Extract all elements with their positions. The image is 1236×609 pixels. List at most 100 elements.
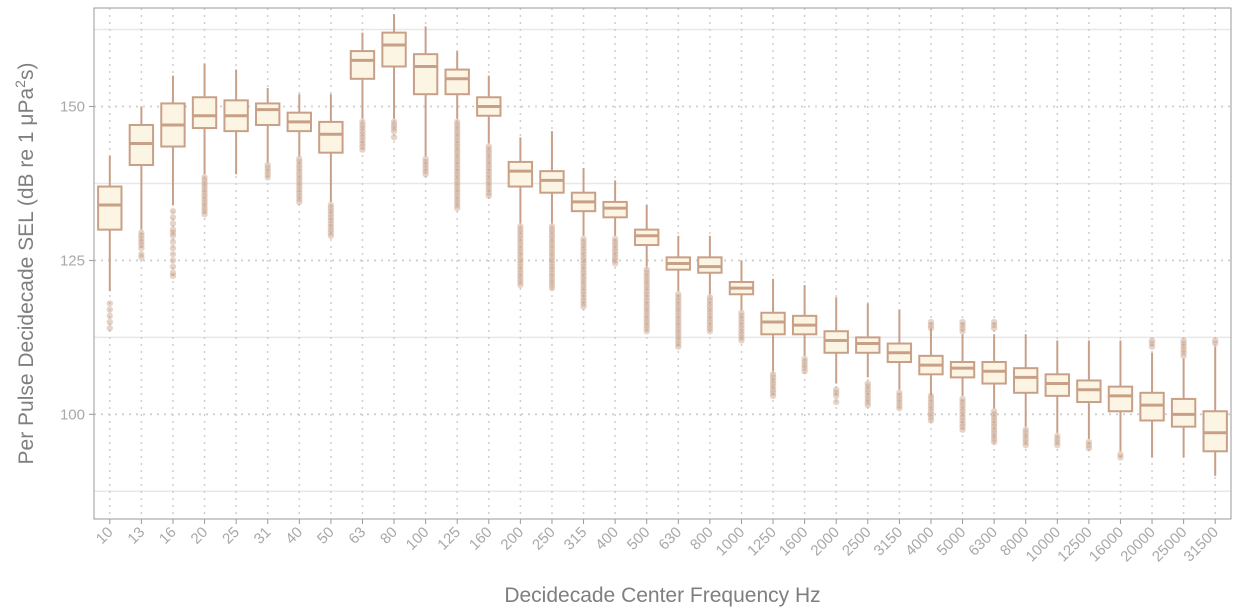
outlier-point — [201, 189, 208, 196]
outlier-point — [959, 398, 966, 406]
outlier-point — [296, 198, 303, 206]
box-iqr — [1139, 391, 1165, 422]
outlier-point — [454, 189, 461, 196]
outlier-point — [959, 426, 966, 433]
outlier-point — [959, 423, 966, 430]
outlier-point — [1117, 454, 1124, 461]
outlier-point — [454, 167, 461, 175]
outlier-point — [485, 186, 492, 193]
outlier-point — [990, 321, 998, 329]
outlier-point — [643, 266, 650, 273]
outlier-point — [454, 131, 461, 138]
outlier-point — [517, 247, 524, 255]
outlier-point — [706, 300, 714, 307]
outlier-point — [454, 155, 461, 163]
box-iqr — [412, 53, 439, 96]
outlier-point — [675, 303, 682, 310]
box-iqr — [760, 311, 786, 336]
outlier-point — [801, 355, 808, 363]
outlier-point — [296, 195, 303, 203]
outlier-point — [833, 392, 840, 400]
outlier-point — [959, 408, 966, 415]
outlier-point — [580, 300, 587, 307]
outlier-point — [1054, 435, 1061, 443]
box-3150 — [886, 309, 913, 412]
outlier-point — [454, 198, 461, 206]
outlier-point — [675, 315, 682, 323]
outlier-point — [201, 183, 208, 190]
outlier-point — [580, 272, 587, 280]
outlier-point — [959, 328, 966, 335]
outlier-point — [485, 189, 492, 196]
outlier-point — [1148, 340, 1156, 347]
outlier-point — [296, 180, 303, 187]
outlier-point — [485, 183, 492, 190]
outlier-point — [611, 241, 619, 249]
outlier-point — [106, 300, 113, 307]
outlier-point — [454, 140, 461, 147]
outlier-point — [706, 324, 714, 332]
box-iqr — [949, 361, 976, 379]
outlier-point — [485, 152, 492, 159]
outlier-point — [485, 143, 492, 150]
outlier-point — [927, 318, 935, 326]
box-31500 — [1202, 337, 1228, 476]
outlier-point — [706, 303, 714, 310]
outlier-point — [769, 377, 777, 384]
outlier-point — [643, 328, 650, 335]
outlier-point — [548, 229, 556, 236]
box-iqr — [823, 330, 849, 354]
outlier-point — [548, 272, 556, 280]
outlier-point — [738, 318, 745, 326]
outlier-point — [611, 260, 619, 267]
outlier-point — [517, 235, 524, 243]
outlier-point — [201, 195, 208, 203]
outlier-point — [548, 235, 556, 243]
outlier-point — [580, 247, 587, 255]
outlier-point — [801, 364, 808, 372]
outlier-point — [706, 328, 714, 335]
outlier-point — [169, 232, 177, 239]
outlier-point — [517, 254, 524, 261]
outlier-point — [296, 186, 303, 193]
outlier-point — [327, 229, 335, 236]
box-20000 — [1139, 337, 1165, 458]
outlier-point — [959, 395, 966, 403]
outlier-point — [359, 118, 366, 126]
outlier-point — [706, 321, 714, 329]
outlier-point — [643, 291, 650, 298]
y-axis-title-main: Per Pulse Decidecade SEL (dB re 1 μPa — [15, 87, 38, 464]
outlier-point — [454, 121, 461, 129]
outlier-point — [1180, 349, 1187, 356]
box-iqr — [1044, 373, 1070, 397]
outlier-point — [927, 411, 935, 418]
outlier-point — [327, 223, 335, 230]
outlier-point — [548, 244, 556, 252]
box-800 — [697, 235, 723, 335]
outlier-point — [738, 337, 745, 344]
outlier-point — [517, 263, 524, 270]
outlier-point — [738, 328, 745, 335]
outlier-point — [548, 269, 556, 276]
outlier-point — [675, 340, 682, 347]
outlier-point — [611, 247, 619, 255]
outlier-point — [706, 318, 714, 326]
box-iqr — [381, 31, 407, 68]
outlier-point — [990, 420, 998, 427]
box-iqr — [1170, 397, 1197, 428]
outlier-point — [675, 321, 682, 329]
box-iqr — [1076, 379, 1102, 404]
outlier-point — [959, 404, 966, 412]
box-5000 — [949, 318, 976, 433]
outlier-point — [485, 155, 492, 163]
outlier-point — [643, 324, 650, 332]
outlier-point — [169, 257, 177, 264]
outlier-point — [1054, 432, 1061, 440]
outlier-point — [959, 324, 966, 332]
box-iqr — [1013, 367, 1039, 394]
x-axis-title: Decidecade Center Frequency Hz — [504, 584, 820, 607]
box-iqr — [981, 361, 1007, 385]
box-100 — [412, 26, 439, 178]
outlier-point — [643, 278, 650, 286]
outlier-point — [359, 146, 366, 153]
